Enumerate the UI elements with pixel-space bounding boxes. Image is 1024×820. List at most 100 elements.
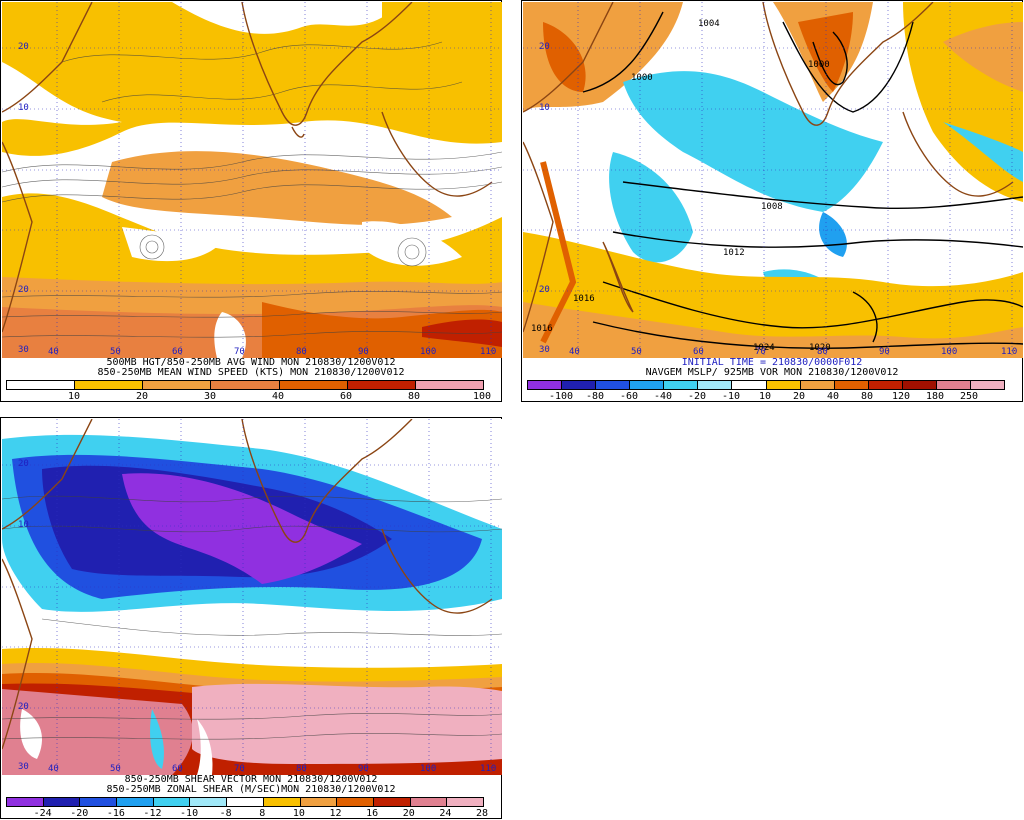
lon-label: 110 <box>480 347 497 357</box>
vorticity-colorbar-ticks: -100 -80 -60 -40 -20 -10 10 20 40 80 120 180 250 <box>527 391 1003 403</box>
colorbar-swatch <box>279 381 348 389</box>
panel-caption-2: 850-250MB MEAN WIND SPEED (KTS) MON 2108… <box>97 367 405 378</box>
colorbar-swatch <box>153 798 191 806</box>
colorbar-tick-label: 8 <box>259 808 266 819</box>
colorbar-swatch <box>664 381 699 389</box>
lon-label: 80 <box>296 347 307 357</box>
lat-label: 30 <box>539 345 550 355</box>
colorbar-swatch <box>117 798 154 806</box>
colorbar-swatch <box>766 381 801 389</box>
colorbar-swatch <box>732 381 767 389</box>
colorbar-swatch <box>143 381 212 389</box>
lon-label: 40 <box>48 347 59 357</box>
colorbar-tick-label: 20 <box>135 391 149 402</box>
colorbar-tick-label: 100 <box>472 391 492 402</box>
colorbar-swatch <box>562 381 597 389</box>
colorbar-swatch <box>227 798 264 806</box>
colorbar-tick-label: -40 <box>653 391 673 402</box>
lon-label: 50 <box>110 764 121 774</box>
lon-label: 90 <box>358 764 369 774</box>
isobar-label: 1012 <box>723 248 745 258</box>
colorbar-tick-label: 40 <box>826 391 840 402</box>
mslp-vorticity-panel: 1004 1000 1000 1008 1012 1016 1016 1024 … <box>521 0 1023 402</box>
lon-label: 60 <box>172 347 183 357</box>
colorbar-tick-label: -12 <box>143 808 162 819</box>
lon-label: 90 <box>879 347 890 357</box>
colorbar-tick-label: -24 <box>33 808 52 819</box>
colorbar-tick-label: -60 <box>619 391 639 402</box>
colorbar-tick-label: -100 <box>548 391 574 402</box>
isobar-label: 1020 <box>809 343 831 353</box>
colorbar-tick-label: 30 <box>203 391 217 402</box>
colorbar-tick-label: 24 <box>439 808 452 819</box>
lat-label: 20 <box>18 459 29 469</box>
lat-label: 30 <box>18 345 29 355</box>
colorbar-swatch <box>800 381 835 389</box>
panel-caption-1: 850-250MB SHEAR VECTOR MON 210830/1200V0… <box>124 774 378 785</box>
lon-label: 40 <box>569 347 580 357</box>
colorbar-tick-label: -8 <box>219 808 232 819</box>
lon-label: 80 <box>296 764 307 774</box>
lat-label: 30 <box>18 762 29 772</box>
colorbar-swatch <box>902 381 937 389</box>
lon-label: 110 <box>480 764 497 774</box>
colorbar-swatch <box>80 798 118 806</box>
colorbar-swatch <box>190 798 228 806</box>
lat-label: 20 <box>539 42 550 52</box>
colorbar-swatch <box>300 798 338 806</box>
lat-label: 20 <box>18 285 29 295</box>
colorbar-tick-label: 10 <box>292 808 305 819</box>
isobar-label: 1000 <box>631 73 653 83</box>
panel-caption-1: INITIAL TIME = 210830/0000F012 <box>681 357 863 368</box>
lon-label: 50 <box>110 347 121 357</box>
colorbar-swatch <box>347 381 416 389</box>
colorbar-tick-label: 60 <box>339 391 353 402</box>
isobar-label: 1016 <box>531 324 553 334</box>
lat-label: 20 <box>18 702 29 712</box>
colorbar-tick-label: 12 <box>329 808 342 819</box>
lon-label: 70 <box>234 764 245 774</box>
colorbar-tick-label: -10 <box>721 391 741 402</box>
lon-label: 100 <box>941 347 958 357</box>
colorbar-swatch <box>868 381 903 389</box>
lon-label: 70 <box>234 347 245 357</box>
zonal-shear-panel: 20 10 20 30 40 50 60 70 80 90 100 110 85… <box>0 417 502 819</box>
colorbar-tick-label: 40 <box>271 391 285 402</box>
colorbar-swatch <box>596 381 631 389</box>
colorbar-swatch <box>211 381 280 389</box>
colorbar-tick-label: 20 <box>402 808 415 819</box>
colorbar-tick-label: -16 <box>106 808 125 819</box>
isobar-label: 1016 <box>573 294 595 304</box>
colorbar-swatch <box>415 381 483 389</box>
panel-caption-2: NAVGEM MSLP/ 925MB VOR MON 210830/1200V0… <box>645 367 899 378</box>
lon-label: 110 <box>1001 347 1018 357</box>
lat-label: 20 <box>539 285 550 295</box>
colorbar-tick-label: -20 <box>687 391 707 402</box>
zonal-shear-colorbar <box>6 797 484 807</box>
colorbar-tick-label: 28 <box>475 808 489 819</box>
lon-label: 40 <box>48 764 59 774</box>
lon-label: 100 <box>420 347 437 357</box>
lon-label: 70 <box>755 347 766 357</box>
colorbar-swatch <box>834 381 869 389</box>
colorbar-swatch <box>936 381 972 389</box>
colorbar-tick-label: 80 <box>860 391 874 402</box>
colorbar-tick-label: 250 <box>959 391 979 402</box>
colorbar-swatch <box>447 798 483 806</box>
colorbar-tick-label: -20 <box>70 808 89 819</box>
colorbar-swatch <box>528 381 563 389</box>
panel-caption-1: 500MB HGT/850-250MB AVG WIND MON 210830/… <box>106 357 396 368</box>
wind-speed-map: 20 10 20 30 40 50 60 70 80 90 100 110 <box>2 2 502 358</box>
colorbar-swatch <box>75 381 144 389</box>
lon-label: 60 <box>693 347 704 357</box>
mslp-vorticity-map: 1004 1000 1000 1008 1012 1016 1016 1024 … <box>523 2 1023 358</box>
colorbar-tick-label: 10 <box>67 391 81 402</box>
wind-speed-panel: 20 10 20 30 40 50 60 70 80 90 100 110 50… <box>0 0 502 402</box>
wind-speed-colorbar <box>6 380 484 390</box>
lat-label: 10 <box>539 103 550 113</box>
colorbar-tick-label: 180 <box>925 391 945 402</box>
colorbar-tick-label: -80 <box>585 391 605 402</box>
colorbar-swatch <box>43 798 81 806</box>
colorbar-tick-label: 16 <box>366 808 379 819</box>
colorbar-tick-label: 10 <box>758 391 772 402</box>
